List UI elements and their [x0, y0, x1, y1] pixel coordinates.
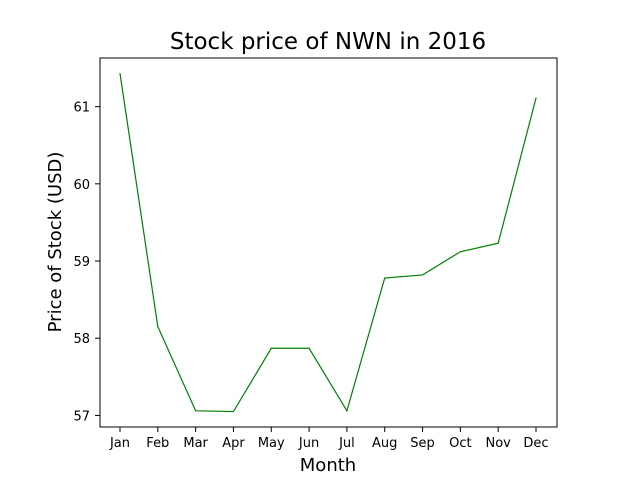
x-tick-label: Jan — [109, 436, 130, 451]
data-point — [346, 410, 347, 411]
data-point — [157, 326, 158, 327]
chart-title: Stock price of NWN in 2016 — [170, 29, 486, 55]
plot-frame — [100, 58, 557, 427]
y-tick-label: 61 — [73, 101, 90, 116]
data-point — [308, 348, 309, 349]
data-point — [271, 348, 272, 349]
x-tick-label: Feb — [146, 436, 169, 451]
y-tick-label: 59 — [73, 255, 90, 270]
data-point — [498, 243, 499, 244]
series-layer — [119, 73, 536, 412]
data-point — [460, 251, 461, 252]
x-tick-label: Mar — [183, 436, 208, 451]
data-point — [119, 73, 120, 74]
y-axis-ticks: 57 58 59 60 61 — [73, 101, 100, 425]
y-tick-label: 58 — [73, 332, 90, 347]
x-tick-label: Dec — [523, 436, 548, 451]
x-axis-label: Month — [300, 455, 356, 476]
x-tick-label: Nov — [485, 436, 511, 451]
data-point — [535, 98, 536, 99]
y-tick-label: 57 — [73, 409, 90, 424]
data-point — [422, 274, 423, 275]
x-tick-label: May — [258, 436, 285, 451]
plot-area — [100, 58, 557, 427]
x-tick-label: Sep — [410, 436, 435, 451]
x-axis-ticks: Jan Feb Mar Apr May Jun Jul Aug Sep Oct Nov Dec — [109, 427, 549, 451]
x-tick-label: Jul — [338, 436, 355, 451]
y-tick-label: 60 — [73, 178, 90, 193]
y-axis-label: Price of Stock (USD) — [45, 152, 66, 333]
x-tick-label: Jun — [298, 436, 319, 451]
series-line — [120, 73, 536, 411]
x-tick-label: Apr — [222, 436, 245, 451]
data-point — [195, 410, 196, 411]
x-tick-label: Oct — [449, 436, 471, 451]
data-point — [233, 411, 234, 412]
data-point — [384, 277, 385, 278]
x-tick-label: Aug — [372, 436, 397, 451]
